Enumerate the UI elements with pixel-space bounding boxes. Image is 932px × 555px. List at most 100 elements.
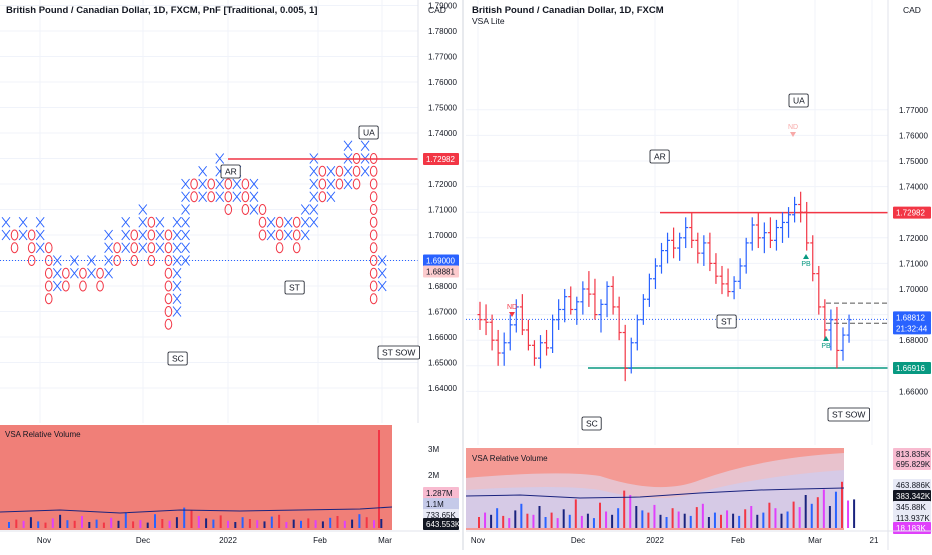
volume-bar xyxy=(750,506,753,528)
pnf-o-box xyxy=(79,280,87,292)
right-plot-area[interactable] xyxy=(466,0,888,445)
ohlc-bar xyxy=(665,232,671,264)
left-plot-area[interactable] xyxy=(0,0,418,423)
pnf-x-box xyxy=(309,204,319,215)
right-time-axis[interactable]: Nov Dec 2022 Feb Mar 21 xyxy=(466,530,932,545)
volume-bar xyxy=(641,510,644,528)
volume-spike-bar xyxy=(378,430,380,528)
ohlc-bar xyxy=(525,319,531,351)
volume-tag-bg xyxy=(893,490,931,502)
down-triangle-icon xyxy=(790,132,796,137)
pnf-x-box xyxy=(343,140,353,152)
time-label: Mar xyxy=(808,536,822,545)
volume-bar xyxy=(532,514,535,528)
left-time-axis[interactable]: Nov Dec 2022 Feb Mar xyxy=(0,530,460,545)
volume-bar xyxy=(744,509,747,528)
right-chart-panel[interactable]: British Pound / Canadian Dollar, 1D, FXC… xyxy=(466,0,888,445)
pnf-x-box xyxy=(181,255,190,266)
ohlc-bar xyxy=(786,207,792,238)
pnf-x-column xyxy=(377,255,387,292)
pnf-x-box xyxy=(172,280,182,292)
pnf-x-box xyxy=(121,216,131,228)
volume-bar xyxy=(380,519,383,528)
pnf-x-box xyxy=(309,191,319,203)
right-st-sow-label-text: ST SOW xyxy=(832,410,865,420)
volume-bar xyxy=(124,512,127,528)
left-volume-pane[interactable]: VSA Relative Volume 3M 2M 1.287M 1.1M 733.… xyxy=(0,425,461,530)
volume-bar xyxy=(538,506,541,528)
pnf-x-column xyxy=(138,204,148,254)
pullback-marker: PB xyxy=(821,336,831,350)
pnf-o-box xyxy=(275,242,284,254)
volume-tag: 113.937K xyxy=(893,512,931,524)
pnf-x-box xyxy=(18,216,28,228)
countdown-tag-text: 21:32:44 xyxy=(896,324,928,333)
volume-bar xyxy=(586,513,589,528)
pnf-o-column xyxy=(79,267,87,292)
right-levels xyxy=(466,211,888,369)
ohlc-bar xyxy=(689,212,695,249)
pnf-x-box xyxy=(104,242,113,254)
ohlc-bar xyxy=(659,242,664,274)
volume-bar xyxy=(629,495,632,528)
pnf-o-box xyxy=(369,242,378,254)
time-label: Feb xyxy=(313,536,327,545)
volume-tag: 695.829K xyxy=(893,458,931,470)
down-triangle-icon xyxy=(509,312,515,317)
right-currency-label: CAD xyxy=(903,5,921,15)
volume-tag-text: 1.1M xyxy=(426,500,444,509)
pnf-o-box xyxy=(190,178,198,190)
pnf-x-box xyxy=(215,191,225,203)
pnf-x-box xyxy=(309,216,319,228)
axis-label: 1.70000 xyxy=(899,285,928,294)
left-chart-panel[interactable]: British Pound / Canadian Dollar, 1D, FXC… xyxy=(0,0,418,423)
volume-bar xyxy=(683,513,686,528)
left-price-tags: 1.72982 1.69000 1.68881 xyxy=(423,152,459,278)
pnf-x-box xyxy=(249,191,259,203)
pnf-x-box xyxy=(138,242,148,254)
volume-bar xyxy=(732,513,735,528)
volume-bar xyxy=(780,513,783,528)
right-price-axis[interactable]: CAD 1.770001.760001.750001.740001.730001… xyxy=(887,0,932,550)
volume-bar xyxy=(132,521,135,528)
ohlc-bar xyxy=(822,299,828,341)
pnf-x-box xyxy=(70,267,79,279)
pnf-x-column xyxy=(181,178,190,266)
ohlc-bar xyxy=(513,299,519,333)
pnf-o-column xyxy=(369,153,378,305)
pnf-x-column xyxy=(172,216,182,317)
pnf-x-box xyxy=(377,255,387,266)
ohlc-bar xyxy=(798,191,804,223)
pnf-o-box xyxy=(62,280,70,292)
ohlc-bar xyxy=(598,299,604,333)
time-label: 2022 xyxy=(646,536,664,545)
volume-tag-text: 643.553K xyxy=(426,520,461,529)
volume-bar xyxy=(635,506,638,528)
pnf-x-box xyxy=(215,178,225,190)
pnf-o-column xyxy=(335,165,344,190)
pnf-x-box xyxy=(326,165,336,177)
pnf-x-box xyxy=(181,178,190,190)
pnf-x-box xyxy=(360,140,370,152)
resistance-tag-bg xyxy=(423,152,459,165)
volume-bar xyxy=(659,514,662,528)
volume-bar xyxy=(270,516,273,528)
volume-tag: 463.886K xyxy=(893,479,931,491)
ohlc-bar xyxy=(652,258,658,289)
left-sc-label-text: SC xyxy=(172,354,184,364)
pnf-o-column xyxy=(96,267,104,292)
volume-bar xyxy=(720,514,722,528)
volume-tag-bg xyxy=(423,518,459,530)
pnf-x-box xyxy=(181,229,190,241)
left-price-axis[interactable]: CAD 1.800001.790001.780001.770001.760001… xyxy=(417,0,460,423)
right-price-tags: 1.72982 1.68812 21:32:44 1.66916 xyxy=(893,206,931,374)
right-grid xyxy=(466,0,888,445)
pnf-x-box xyxy=(181,242,190,254)
volume-bar xyxy=(490,514,493,528)
pnf-x-box xyxy=(121,242,131,254)
right-sc-label: SC xyxy=(581,416,602,431)
ohlc-bar xyxy=(544,329,550,356)
pnf-x-box xyxy=(181,216,190,228)
pnf-o-box xyxy=(10,242,19,254)
